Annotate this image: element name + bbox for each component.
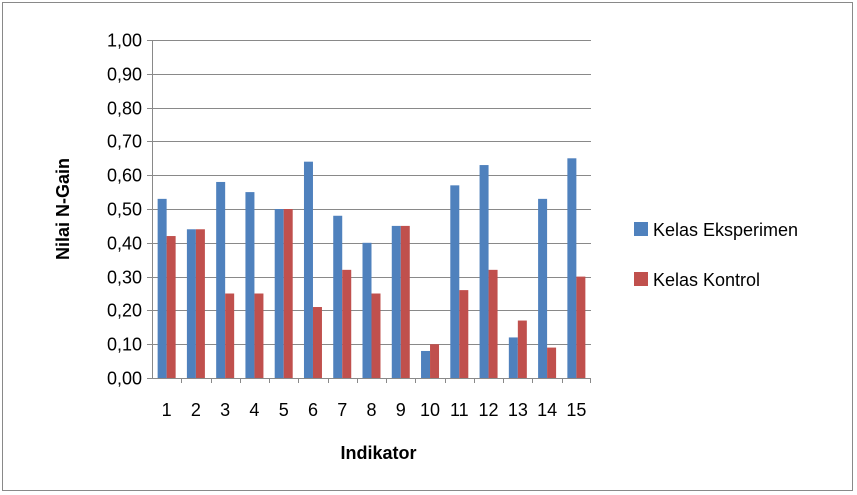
x-tick-label: 4 xyxy=(249,400,259,420)
bar-eksperimen xyxy=(567,158,577,378)
bar-eksperimen xyxy=(216,181,226,378)
y-tick-label: 0,30 xyxy=(107,268,142,288)
x-tick-label: 9 xyxy=(396,400,406,420)
legend-swatch-kontrol xyxy=(634,272,648,286)
legend: Kelas Eksperimen Kelas Kontrol xyxy=(634,220,798,290)
y-tick-label: 0,60 xyxy=(107,166,142,186)
axes xyxy=(152,40,591,379)
x-tick-label: 3 xyxy=(220,400,230,420)
bar-eksperimen xyxy=(508,337,518,378)
bar-eksperimen xyxy=(274,209,284,378)
bar-eksperimen xyxy=(157,198,167,378)
bar-kontrol xyxy=(459,290,469,378)
x-tick-label: 5 xyxy=(279,400,289,420)
x-tick-label: 1 xyxy=(162,400,172,420)
y-tick-label: 0,20 xyxy=(107,301,142,321)
x-tick-label: 15 xyxy=(566,400,586,420)
y-tick-label: 0,80 xyxy=(107,99,142,119)
x-tick-label: 7 xyxy=(337,400,347,420)
bar-eksperimen xyxy=(362,242,372,378)
legend-label-eksperimen: Kelas Eksperimen xyxy=(653,220,798,240)
y-tick-label: 0,90 xyxy=(107,65,142,85)
x-axis-title: Indikator xyxy=(340,443,416,463)
x-tick-label: 8 xyxy=(366,400,376,420)
legend-item-kontrol: Kelas Kontrol xyxy=(634,270,760,290)
x-tick-labels: 1 2 3 4 5 6 7 8 9 10 11 12 13 14 15 xyxy=(162,378,591,420)
y-tick-label: 0,40 xyxy=(107,234,142,254)
legend-swatch-eksperimen xyxy=(634,222,648,236)
y-tick-label: 0,00 xyxy=(107,369,142,389)
bar-eksperimen xyxy=(538,198,548,378)
x-tick-label: 2 xyxy=(191,400,201,420)
bar-kontrol xyxy=(400,225,410,378)
bars xyxy=(157,158,586,378)
bar-kontrol xyxy=(254,293,264,378)
bar-eksperimen xyxy=(421,350,431,378)
bar-kontrol xyxy=(342,269,352,378)
bar-kontrol xyxy=(283,209,293,378)
bar-kontrol xyxy=(195,229,205,378)
x-tick-label: 11 xyxy=(450,400,469,420)
bar-kontrol xyxy=(488,269,498,378)
y-tick-label: 1,00 xyxy=(107,31,142,51)
bar-eksperimen xyxy=(391,225,401,378)
bar-eksperimen xyxy=(186,229,196,378)
x-tick-label: 6 xyxy=(308,400,318,420)
legend-item-eksperimen: Kelas Eksperimen xyxy=(634,220,798,240)
y-tick-label: 0,50 xyxy=(107,200,142,220)
x-tick-label: 10 xyxy=(420,400,440,420)
x-tick-label: 12 xyxy=(479,400,499,420)
bar-eksperimen xyxy=(333,215,343,378)
y-tick-label: 0,10 xyxy=(107,335,142,355)
bar-eksperimen xyxy=(303,161,313,378)
x-tick-label: 13 xyxy=(508,400,528,420)
bar-kontrol xyxy=(547,347,557,378)
bar-eksperimen xyxy=(479,165,489,378)
y-tick-label: 0,70 xyxy=(107,132,142,152)
legend-label-kontrol: Kelas Kontrol xyxy=(653,270,760,290)
bar-kontrol xyxy=(576,276,586,378)
bar-kontrol xyxy=(371,293,381,378)
bar-eksperimen xyxy=(450,185,460,378)
bar-eksperimen xyxy=(245,192,255,378)
bar-kontrol xyxy=(430,344,440,378)
bar-kontrol xyxy=(166,236,176,378)
bar-kontrol xyxy=(225,293,235,378)
y-tick-labels: 0,00 0,10 0,20 0,30 0,40 0,50 0,60 0,70 0,80 0,90… xyxy=(107,31,152,389)
y-axis-title: Nilai N-Gain xyxy=(53,158,73,260)
x-tick-label: 14 xyxy=(537,400,557,420)
bar-kontrol xyxy=(517,320,527,378)
bar-kontrol xyxy=(312,307,322,378)
